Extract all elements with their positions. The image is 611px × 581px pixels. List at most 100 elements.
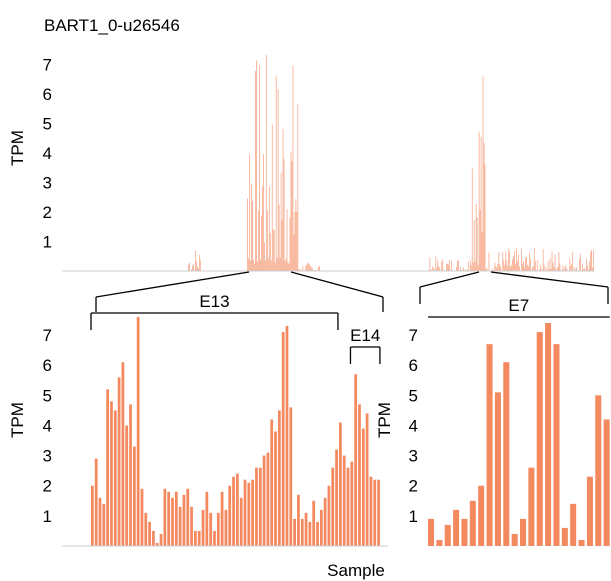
data-bar bbox=[171, 497, 174, 546]
data-bar bbox=[94, 458, 98, 546]
detail-right-bars bbox=[428, 323, 610, 546]
overview-bar bbox=[270, 260, 272, 271]
detail-left-ylabel: TPM bbox=[8, 402, 27, 438]
overview-bar bbox=[302, 266, 304, 271]
overview-bar bbox=[469, 260, 471, 271]
annotation-label: E7 bbox=[508, 296, 529, 315]
data-bar bbox=[136, 317, 140, 546]
overview-bar bbox=[263, 242, 265, 271]
data-bar bbox=[182, 494, 186, 546]
overview-y-ticks: 1 2 3 4 5 6 7 bbox=[43, 56, 52, 252]
y-tick-label: 5 bbox=[43, 386, 52, 405]
overview-bar bbox=[309, 264, 311, 271]
data-bar bbox=[190, 506, 193, 546]
overview-bar bbox=[253, 259, 254, 271]
overview-bar bbox=[441, 261, 443, 271]
overview-bar bbox=[590, 252, 591, 271]
overview-bar bbox=[496, 267, 498, 271]
overview-bar bbox=[438, 265, 440, 271]
overview-bar bbox=[428, 269, 430, 271]
y-tick-label: 7 bbox=[43, 326, 52, 345]
overview-bar bbox=[284, 261, 286, 271]
overview-bar bbox=[579, 258, 581, 271]
overview-bar bbox=[486, 267, 488, 271]
data-bar bbox=[113, 410, 117, 546]
overview-bar bbox=[480, 136, 482, 271]
overview-bar bbox=[456, 266, 457, 271]
overview-bar bbox=[523, 260, 524, 271]
data-bar bbox=[536, 332, 543, 546]
overview-bar bbox=[539, 264, 541, 271]
data-bar bbox=[373, 479, 377, 546]
overview-bar bbox=[296, 211, 298, 271]
data-bar bbox=[453, 509, 460, 546]
overview-bar bbox=[290, 151, 292, 271]
overview-bar bbox=[297, 104, 299, 271]
overview-bar bbox=[470, 265, 472, 271]
overview-bar bbox=[266, 210, 268, 271]
data-bar bbox=[274, 431, 277, 546]
overview-ylabel: TPM bbox=[8, 130, 27, 166]
overview-bar bbox=[446, 263, 448, 271]
overview-bar bbox=[499, 264, 501, 271]
data-bar bbox=[570, 503, 577, 546]
overview-bar bbox=[273, 229, 275, 271]
overview-bar bbox=[527, 266, 529, 271]
overview-bar bbox=[249, 153, 250, 271]
y-tick-label: 1 bbox=[43, 507, 52, 526]
data-bar bbox=[277, 410, 281, 546]
data-bar bbox=[461, 518, 468, 546]
data-bar bbox=[428, 518, 435, 546]
overview-bar bbox=[498, 251, 500, 271]
data-bar bbox=[285, 326, 289, 546]
overview-bar bbox=[488, 252, 490, 271]
data-bar bbox=[358, 404, 361, 546]
detail-left-y-ticks: 1 2 3 4 5 6 7 bbox=[43, 326, 52, 526]
overview-bar bbox=[258, 210, 259, 271]
overview-bar bbox=[506, 260, 508, 271]
data-bar bbox=[561, 527, 568, 546]
y-tick-label: 2 bbox=[43, 477, 52, 496]
overview-bar bbox=[311, 267, 313, 271]
overview-bar bbox=[570, 266, 572, 271]
overview-bar bbox=[589, 261, 590, 271]
data-bar bbox=[159, 533, 163, 546]
overview-bar bbox=[508, 248, 510, 271]
overview-bar bbox=[559, 263, 561, 271]
overview-bar bbox=[497, 264, 499, 271]
overview-bar bbox=[517, 261, 518, 271]
data-bar bbox=[243, 479, 247, 546]
overview-bar bbox=[526, 256, 527, 271]
data-bar bbox=[132, 446, 136, 546]
overview-bar bbox=[274, 262, 276, 271]
overview-bar bbox=[268, 186, 270, 271]
overview-bar bbox=[260, 259, 261, 271]
overview-bar bbox=[542, 249, 544, 271]
overview-bar bbox=[494, 262, 496, 271]
overview-bar bbox=[250, 260, 251, 271]
detail-left-xlabel: Sample bbox=[327, 561, 385, 580]
data-bar bbox=[503, 362, 510, 546]
overview-bar bbox=[279, 258, 281, 271]
data-bar bbox=[129, 404, 132, 546]
overview-bar bbox=[283, 159, 285, 271]
data-bar bbox=[331, 467, 335, 546]
y-tick-label: 6 bbox=[43, 356, 52, 375]
overview-bar bbox=[247, 198, 249, 271]
data-bar bbox=[281, 332, 285, 546]
overview-bar bbox=[509, 252, 511, 271]
overview-bar bbox=[551, 251, 553, 271]
overview-bar bbox=[299, 269, 301, 271]
overview-bar bbox=[265, 55, 267, 271]
data-bar bbox=[335, 449, 338, 546]
overview-bar bbox=[586, 258, 587, 271]
overview-bar bbox=[276, 258, 278, 271]
data-bar bbox=[255, 467, 258, 546]
data-bar bbox=[247, 482, 251, 546]
overview-bar bbox=[315, 269, 316, 271]
data-bar bbox=[251, 479, 255, 546]
detail-left-bars bbox=[91, 317, 380, 546]
y-tick-label: 7 bbox=[43, 56, 52, 75]
data-bar bbox=[228, 485, 232, 546]
data-bar bbox=[486, 344, 493, 546]
